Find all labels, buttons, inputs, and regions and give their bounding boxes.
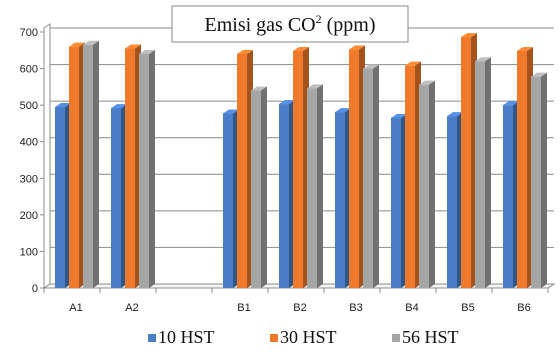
- bar-front: [363, 69, 373, 288]
- y-tick-labels: 0 100 200 300 400 500 600 700: [20, 27, 38, 295]
- bar: [531, 73, 547, 288]
- bar: [223, 110, 239, 288]
- bar: [307, 84, 323, 288]
- bar-front: [125, 48, 135, 288]
- legend-item: 56 HST: [392, 327, 459, 347]
- bar: [461, 33, 477, 288]
- x-tick-labels: A1 A2 B1 B2 B3 B4 B5 B6: [69, 302, 530, 314]
- bar: [111, 104, 127, 288]
- bar-side: [149, 50, 155, 288]
- legend-item: 30 HST: [270, 327, 337, 347]
- bar-front: [139, 54, 149, 288]
- bar-front: [461, 37, 471, 288]
- bar: [237, 50, 253, 288]
- bar-front: [349, 50, 359, 288]
- bar-side: [317, 84, 323, 288]
- bar: [335, 108, 351, 288]
- y-tick-label: 300: [20, 173, 38, 185]
- bar-front: [475, 61, 485, 288]
- bar-side: [373, 65, 379, 288]
- bar: [405, 62, 421, 288]
- legend-label: 56 HST: [402, 327, 459, 347]
- y-tick-label: 200: [20, 210, 38, 222]
- bar: [279, 100, 295, 288]
- bar-side: [429, 81, 435, 288]
- bar-side: [485, 57, 491, 288]
- bar-front: [391, 118, 401, 288]
- bar-front: [293, 51, 303, 288]
- legend-item: 10 HST: [148, 327, 215, 347]
- bar-front: [447, 116, 457, 288]
- bar: [293, 47, 309, 288]
- bar: [391, 114, 407, 288]
- bar: [83, 41, 99, 288]
- x-tick-label: B6: [517, 302, 530, 314]
- title-unit: (ppm): [322, 14, 376, 36]
- bar-front: [517, 51, 527, 288]
- legend: 10 HST 30 HST 56 HST: [148, 327, 459, 347]
- bar: [363, 65, 379, 288]
- x-tick-label: B2: [293, 302, 306, 314]
- bar-front: [335, 112, 345, 288]
- legend-swatch: [392, 334, 400, 342]
- bar-front: [531, 77, 541, 288]
- bar-front: [111, 108, 121, 288]
- y-tick-label: 400: [20, 137, 38, 149]
- x-tick-label: B1: [237, 302, 250, 314]
- chart-title: Emisi gas CO2 (ppm): [172, 6, 408, 42]
- bar: [125, 44, 141, 288]
- bar-front: [251, 91, 261, 288]
- bar-front: [83, 45, 93, 288]
- bar-front: [503, 105, 513, 288]
- bar-front: [307, 88, 317, 288]
- bar: [419, 81, 435, 288]
- title-main: Emisi gas CO: [204, 14, 315, 36]
- bar: [139, 50, 155, 288]
- legend-swatch: [148, 334, 156, 342]
- bar-front: [419, 85, 429, 288]
- side-wall: [44, 24, 50, 288]
- bar: [475, 57, 491, 288]
- legend-swatch: [270, 334, 278, 342]
- bar: [349, 46, 365, 288]
- bar: [251, 87, 267, 288]
- bar: [517, 47, 533, 288]
- bar-side: [93, 41, 99, 288]
- bars: [55, 33, 547, 288]
- bar-front: [55, 107, 65, 288]
- bar-side: [541, 73, 547, 288]
- x-tick-label: A2: [125, 302, 138, 314]
- y-tick-label: 0: [32, 283, 38, 295]
- bar-side: [261, 87, 267, 288]
- legend-label: 10 HST: [158, 327, 215, 347]
- bar-front: [405, 66, 415, 288]
- bar: [69, 43, 85, 288]
- legend-label: 30 HST: [280, 327, 337, 347]
- x-tick-label: B4: [405, 302, 418, 314]
- svg-text:Emisi gas CO2 (ppm): Emisi gas CO2 (ppm): [204, 12, 375, 36]
- bar: [447, 112, 463, 288]
- bar: [503, 101, 519, 288]
- bar-front: [279, 104, 289, 288]
- y-tick-label: 100: [20, 246, 38, 258]
- x-tick-label: B3: [349, 302, 362, 314]
- bar-front: [223, 114, 233, 288]
- y-tick-label: 700: [20, 27, 38, 39]
- bar: [55, 103, 71, 288]
- y-tick-label: 600: [20, 64, 38, 76]
- x-tick-label: B5: [461, 302, 474, 314]
- bar-front: [69, 47, 79, 288]
- bar-front: [237, 54, 247, 288]
- x-tick-label: A1: [69, 302, 82, 314]
- y-tick-label: 500: [20, 100, 38, 112]
